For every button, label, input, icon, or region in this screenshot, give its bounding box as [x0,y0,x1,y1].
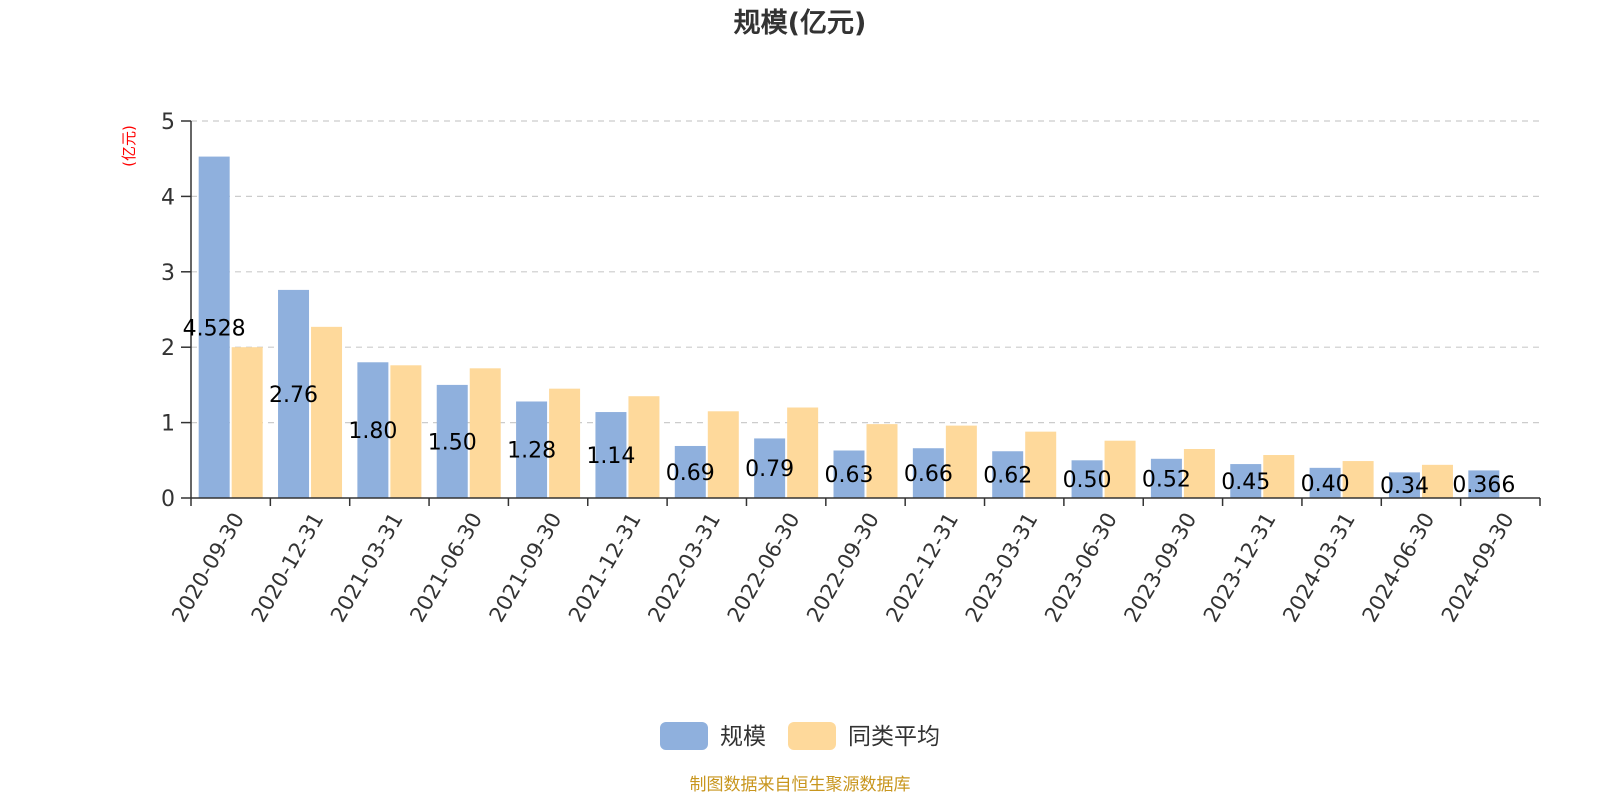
x-tick-label: 2024-09-30 [1437,509,1519,627]
bar-peer-average[interactable] [787,407,819,498]
x-tick-label: 2024-06-30 [1357,509,1439,627]
bar-peer-average[interactable] [1025,431,1057,498]
bar-peer-average[interactable] [311,326,343,498]
bar-scale[interactable] [1071,460,1103,498]
bar-scale[interactable] [436,384,468,498]
data-label-scale: 0.52 [1142,467,1191,492]
y-tick-label: 4 [161,185,175,210]
bar-scale[interactable] [912,448,944,498]
x-tick-label: 2022-12-31 [881,509,963,627]
data-label-scale: 0.50 [1063,468,1112,493]
bar-scale[interactable] [674,445,706,498]
legend-label-peer-average[interactable]: 同类平均 [848,724,940,750]
data-label-scale: 0.66 [904,462,953,487]
bar-scale[interactable] [992,451,1024,498]
source-note: 制图数据来自恒生聚源数据库 [690,775,911,795]
bar-peer-average[interactable] [1263,455,1295,498]
data-label-scale: 0.69 [666,461,715,486]
bar-scale[interactable] [278,289,310,498]
x-tick-label: 2022-06-30 [723,509,805,627]
x-tick-label: 2023-12-31 [1199,509,1281,627]
bar-peer-average[interactable] [549,388,581,498]
y-tick-label: 2 [161,336,175,361]
bar-scale[interactable] [1309,467,1341,498]
legend-swatch-scale[interactable] [660,722,708,750]
x-tick-label: 2023-09-30 [1119,509,1201,627]
bar-scale[interactable] [1468,470,1500,498]
bar-peer-average[interactable] [866,424,898,498]
x-tick-label: 2023-06-30 [1040,509,1122,627]
legend-label-scale[interactable]: 规模 [720,724,766,750]
legend-swatch-peer-average[interactable] [788,722,836,750]
bar-scale[interactable] [357,362,389,498]
data-label-scale: 4.528 [183,316,246,341]
bars-layer [198,156,1500,498]
bar-scale[interactable] [1388,472,1420,498]
bar-scale[interactable] [833,450,865,498]
data-label-scale: 1.50 [428,430,477,455]
chart-title: 规模(亿元) [734,8,867,39]
legend: 规模 同类平均 [660,722,940,750]
x-tick-label: 2021-12-31 [564,509,646,627]
bar-peer-average[interactable] [1342,461,1374,498]
bar-peer-average[interactable] [628,396,660,498]
x-tick-label: 2024-03-31 [1278,509,1360,627]
data-label-scale: 1.28 [507,439,556,464]
data-labels-layer: 4.528 2.76 1.80 1.50 1.28 1.14 0.69 0.79 0.63 0.6… [183,316,1516,499]
bar-scale[interactable] [754,438,786,498]
data-label-scale: 0.62 [983,464,1032,489]
data-label-scale: 1.80 [348,419,397,444]
x-tick-label: 2020-09-30 [167,509,249,627]
x-tick-label: 2021-03-31 [326,508,408,626]
grid-layer [191,120,1540,424]
data-label-scale: 0.63 [825,463,874,488]
bar-scale[interactable] [595,412,627,498]
bar-scale[interactable] [198,156,230,498]
bar-scale[interactable] [516,401,548,498]
y-tick-label: 1 [161,412,175,437]
bar-scale[interactable] [1230,464,1262,498]
bar-peer-average[interactable] [1183,448,1215,498]
data-label-scale: 0.79 [745,457,794,482]
data-label-scale: 2.76 [269,383,318,408]
x-tick-label: 2022-03-31 [643,509,725,627]
bar-peer-average[interactable] [231,347,263,498]
data-label-scale: 0.34 [1380,474,1429,499]
bar-peer-average[interactable] [1104,440,1136,498]
bar-peer-average[interactable] [1421,464,1453,498]
bar-peer-average[interactable] [390,365,422,498]
x-tick-label: 2020-12-31 [247,509,329,627]
x-tick-label: 2021-06-30 [405,509,487,627]
data-label-scale: 0.366 [1452,473,1515,498]
y-tick-label: 0 [161,487,175,512]
bar-peer-average[interactable] [945,425,977,498]
data-label-scale: 1.14 [586,444,635,469]
x-tick-label: 2021-09-30 [485,509,567,627]
y-tick-label: 5 [161,110,175,135]
data-label-scale: 0.45 [1221,470,1270,495]
bar-scale[interactable] [1150,458,1182,498]
x-tick-label: 2022-09-30 [802,509,884,627]
data-label-scale: 0.40 [1301,472,1350,497]
y-tick-label: 3 [161,261,175,286]
y-axis-label: (亿元) [120,125,138,167]
x-tick-label: 2023-03-31 [961,509,1043,627]
bar-peer-average[interactable] [707,411,739,498]
bar-peer-average[interactable] [469,368,501,498]
